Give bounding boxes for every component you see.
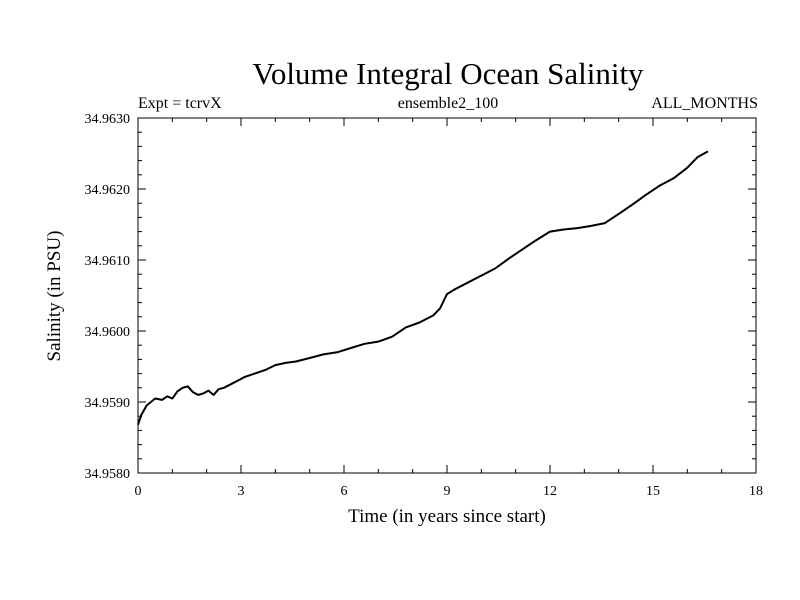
chart-title: Volume Integral Ocean Salinity [252,56,644,91]
x-tick-label: 3 [238,484,245,499]
x-tick-label: 15 [646,484,660,499]
y-tick-label: 34.9620 [85,183,131,198]
experiment-label: Expt = tcrvX [138,95,222,112]
y-tick-labels: 34.9580 34.9590 34.9600 34.9610 34.9620 34.96… [85,112,131,482]
months-label: ALL_MONTHS [651,95,758,112]
x-tick-labels: 0 3 6 9 12 15 18 [135,484,764,499]
y-axis-title: Salinity (in PSU) [44,231,65,362]
x-tick-label: 12 [543,484,557,499]
y-tick-label: 34.9600 [85,325,131,340]
y-tick-label: 34.9580 [85,467,131,482]
series-line [137,150,709,426]
axis-ticks [137,117,757,474]
y-tick-label: 34.9630 [85,112,131,127]
x-tick-label: 6 [341,484,348,499]
series-layer [137,150,709,426]
x-tick-label: 0 [135,484,142,499]
x-tick-label: 18 [749,484,763,499]
y-tick-label: 34.9590 [85,396,131,411]
y-tick-label: 34.9610 [85,254,131,269]
x-tick-label: 9 [444,484,451,499]
x-axis-title: Time (in years since start) [348,506,546,527]
ensemble-label: ensemble2_100 [398,95,498,112]
